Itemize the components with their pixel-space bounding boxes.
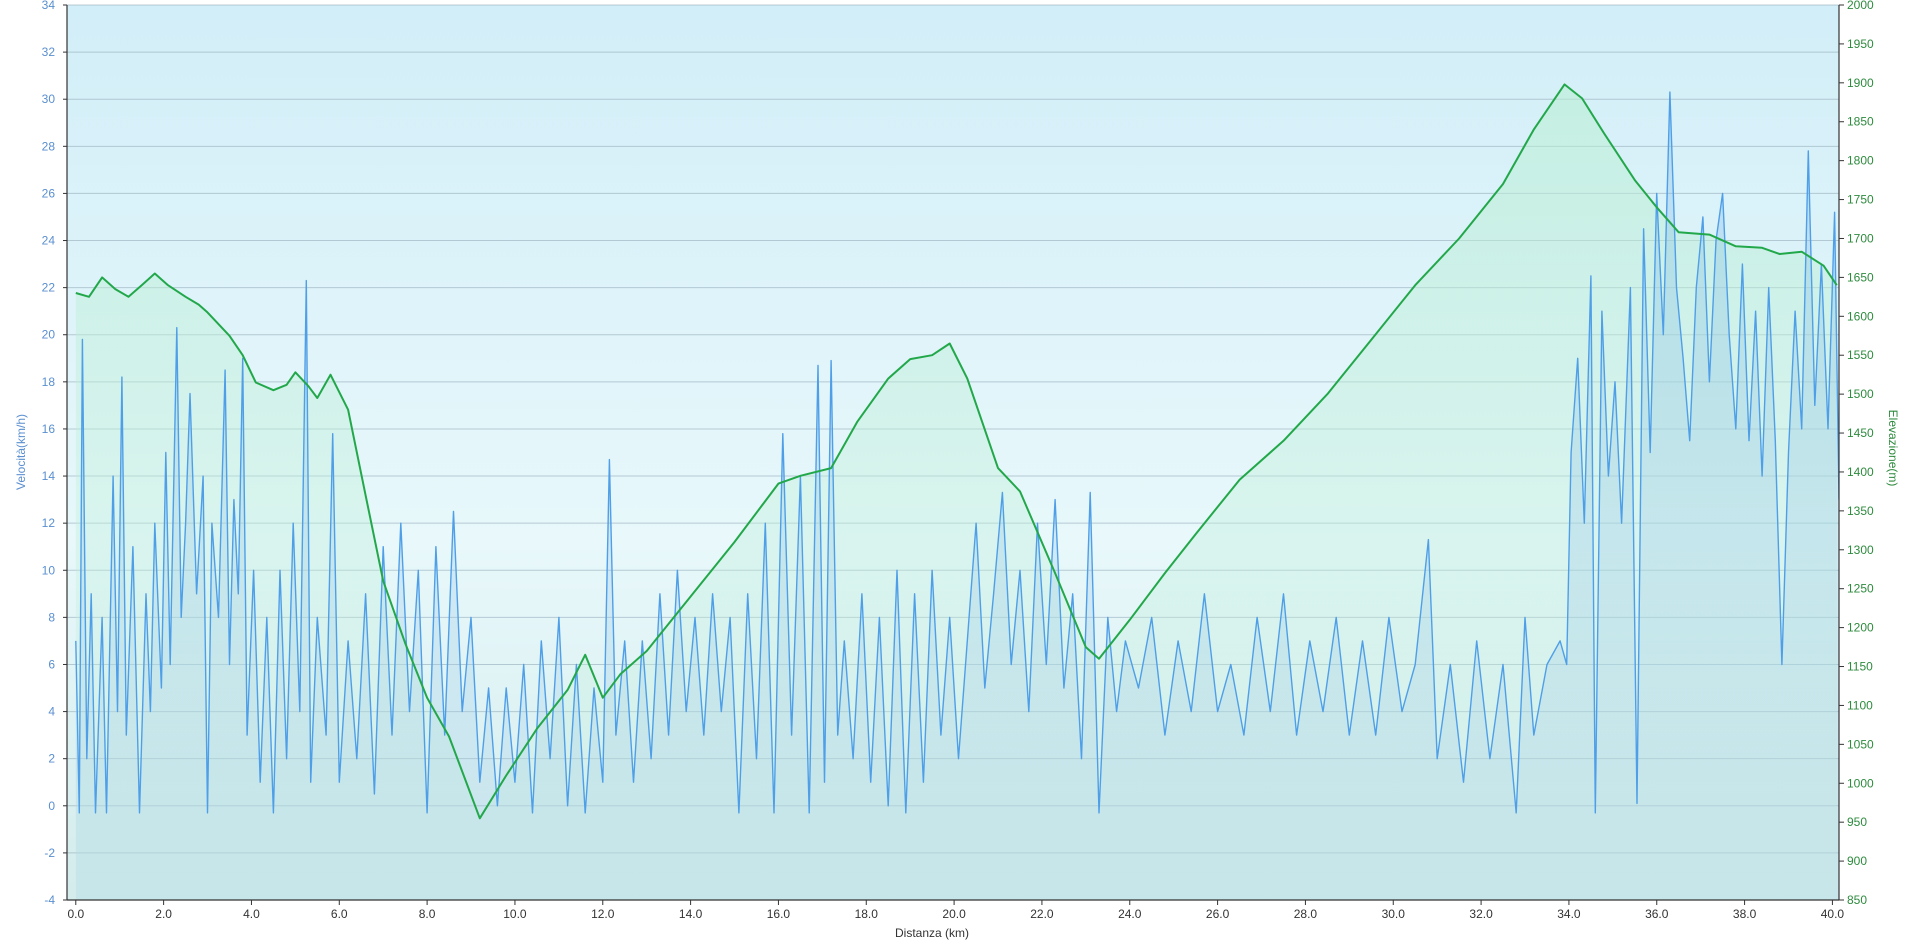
- right-tick-label: 1850: [1847, 115, 1874, 129]
- left-tick-label: 8: [48, 610, 55, 624]
- x-tick-label: 34.0: [1557, 907, 1581, 921]
- left-tick-label: 24: [42, 234, 56, 248]
- right-tick-label: 950: [1847, 815, 1867, 829]
- left-tick-label: 4: [48, 705, 55, 719]
- x-tick-label: 2.0: [155, 907, 172, 921]
- speed-line: [75, 91, 1839, 814]
- right-tick-label: 1250: [1847, 582, 1874, 596]
- left-tick-label: 26: [42, 186, 56, 200]
- axes: -4-2024681012141618202224262830323485090…: [42, 0, 1874, 921]
- left-tick-label: 30: [42, 92, 56, 106]
- x-tick-label: 4.0: [243, 907, 260, 921]
- right-tick-label: 1450: [1847, 426, 1874, 440]
- left-axis-title: Velocità(km/h): [14, 414, 28, 490]
- right-tick-label: 850: [1847, 893, 1867, 907]
- left-tick-label: 14: [42, 469, 56, 483]
- elevation-line: [75, 83, 1838, 820]
- right-tick-label: 1800: [1847, 154, 1874, 168]
- right-tick-label: 1000: [1847, 776, 1874, 790]
- right-tick-label: 1750: [1847, 193, 1874, 207]
- left-tick-label: 20: [42, 328, 56, 342]
- x-tick-label: 14.0: [679, 907, 703, 921]
- right-tick-label: 1300: [1847, 543, 1874, 557]
- right-tick-label: 1350: [1847, 504, 1874, 518]
- x-tick-label: 36.0: [1645, 907, 1669, 921]
- right-axis-title: Elevazione(m): [1886, 410, 1900, 487]
- x-tick-label: 18.0: [855, 907, 879, 921]
- right-tick-label: 1050: [1847, 737, 1874, 751]
- x-tick-label: 26.0: [1206, 907, 1230, 921]
- x-tick-label: 28.0: [1294, 907, 1318, 921]
- x-axis-title: Distanza (km): [895, 926, 969, 940]
- right-tick-label: 1550: [1847, 348, 1874, 362]
- right-tick-label: 1100: [1847, 698, 1873, 712]
- left-tick-label: -4: [44, 893, 55, 907]
- left-tick-label: 12: [42, 516, 56, 530]
- x-tick-label: 38.0: [1733, 907, 1757, 921]
- right-tick-label: 1400: [1847, 465, 1874, 479]
- x-tick-label: 22.0: [1030, 907, 1054, 921]
- left-tick-label: 34: [42, 0, 56, 12]
- left-tick-label: 32: [42, 45, 56, 59]
- left-tick-label: -2: [44, 846, 55, 860]
- right-tick-label: 1650: [1847, 270, 1874, 284]
- right-tick-label: 1200: [1847, 621, 1874, 635]
- right-tick-label: 1500: [1847, 387, 1874, 401]
- x-tick-label: 10.0: [503, 907, 527, 921]
- series-layer: [75, 83, 1839, 900]
- right-tick-label: 1150: [1847, 660, 1873, 674]
- left-tick-label: 18: [42, 375, 56, 389]
- x-tick-label: 24.0: [1118, 907, 1142, 921]
- left-tick-label: 22: [42, 281, 56, 295]
- x-tick-label: 20.0: [942, 907, 966, 921]
- left-tick-label: 28: [42, 139, 56, 153]
- x-tick-label: 6.0: [331, 907, 348, 921]
- x-tick-label: 12.0: [591, 907, 615, 921]
- x-tick-label: 16.0: [767, 907, 791, 921]
- left-tick-label: 10: [42, 563, 56, 577]
- left-tick-label: 0: [48, 799, 55, 813]
- right-tick-label: 900: [1847, 854, 1867, 868]
- x-tick-label: 30.0: [1382, 907, 1406, 921]
- right-tick-label: 1950: [1847, 37, 1874, 51]
- right-tick-label: 2000: [1847, 0, 1874, 12]
- right-tick-label: 1900: [1847, 76, 1874, 90]
- left-tick-label: 6: [48, 657, 55, 671]
- speed-area: [75, 92, 1839, 900]
- left-tick-label: 16: [42, 422, 56, 436]
- right-tick-label: 1700: [1847, 231, 1874, 245]
- right-tick-label: 1600: [1847, 309, 1874, 323]
- x-tick-label: 32.0: [1469, 907, 1493, 921]
- left-tick-label: 2: [48, 752, 55, 766]
- x-tick-label: 40.0: [1821, 907, 1845, 921]
- x-tick-label: 0.0: [67, 907, 84, 921]
- x-tick-label: 8.0: [419, 907, 436, 921]
